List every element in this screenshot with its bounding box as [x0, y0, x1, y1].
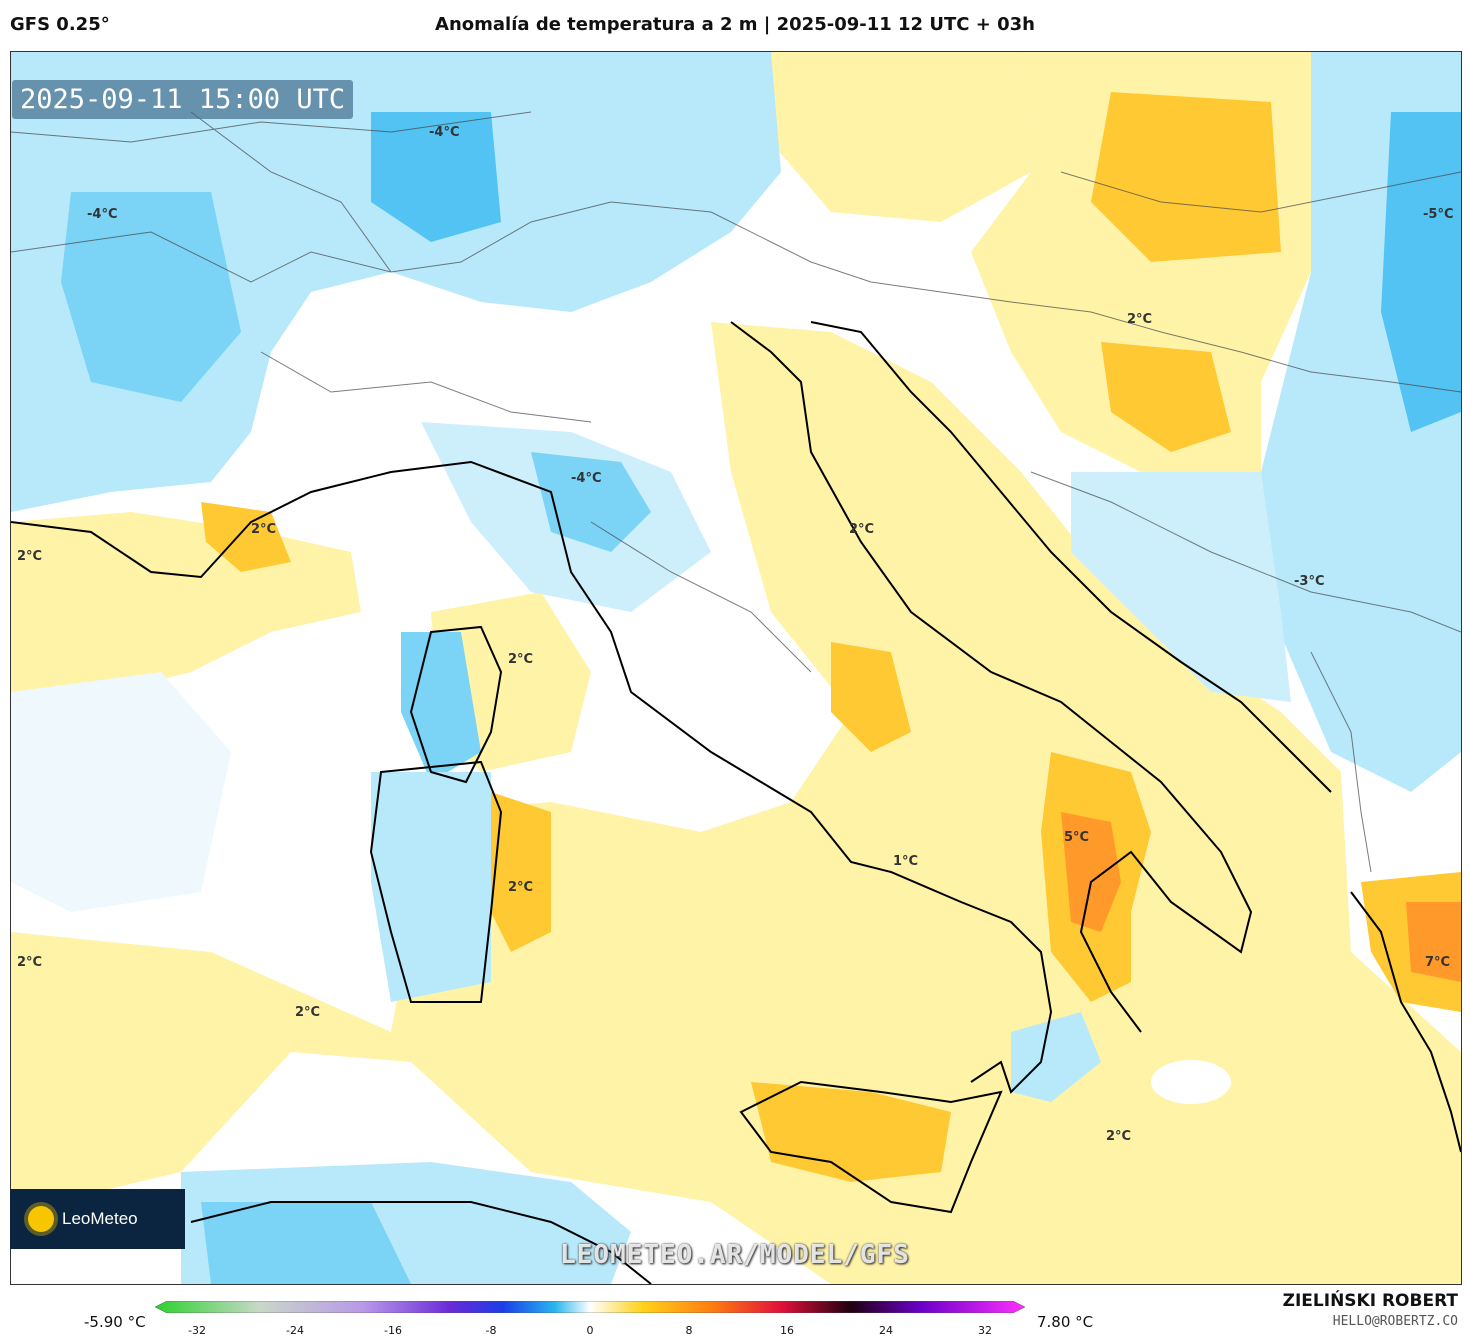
colorbar-tick: 24 [879, 1324, 893, 1337]
map-label: 7°C [1425, 955, 1450, 970]
map-label: 2°C [17, 955, 42, 970]
map-label: 2°C [17, 549, 42, 564]
border-lines [11, 111, 1461, 873]
map-title: Anomalía de temperatura a 2 m | 2025-09-… [435, 14, 1035, 35]
map-label: 1°C [893, 854, 918, 869]
colorbar-tick: 32 [978, 1324, 992, 1337]
sun-icon [28, 1206, 54, 1232]
map-label: 2°C [849, 522, 874, 537]
warm-anomaly-area [771, 52, 1031, 222]
cool-anomaly-deep [201, 1202, 411, 1284]
colorbar-tick: -24 [286, 1324, 304, 1337]
map-label: 2°C [1127, 312, 1152, 327]
map-label: 2°C [295, 1005, 320, 1020]
model-label: GFS 0.25° [10, 14, 110, 35]
map-label: -3°C [1294, 574, 1324, 589]
map-label: 2°C [508, 652, 533, 667]
colorbar-tick: -16 [384, 1324, 402, 1337]
author-email[interactable]: HELLO@ROBERTZ.CO [1332, 1314, 1458, 1329]
cool-anomaly-area [1011, 1012, 1101, 1102]
cool-anomaly-area [371, 772, 491, 1002]
colorbar-tick: 16 [780, 1324, 794, 1337]
map-label: 2°C [251, 522, 276, 537]
map-label: -4°C [571, 471, 601, 486]
map-label: 2°C [1106, 1129, 1131, 1144]
map-label: 5°C [1064, 830, 1089, 845]
cool-anomaly-area [11, 672, 231, 912]
cool-anomaly-deep [61, 192, 241, 402]
colorbar [155, 1301, 1025, 1313]
map-label: 2°C [508, 880, 533, 895]
map-label: -5°C [1423, 207, 1453, 222]
warm-anomaly-strong [1091, 92, 1281, 262]
coastline-lines [11, 321, 1461, 1284]
warm-anomaly-strong [1061, 812, 1121, 932]
warm-anomaly-area [11, 322, 1461, 1284]
cool-anomaly-area [1071, 472, 1291, 702]
warm-anomaly-strong [1406, 902, 1461, 982]
cool-anomaly-area [1151, 1060, 1231, 1104]
site-watermark: LEOMETEO.AR/MODEL/GFS [560, 1240, 910, 1270]
map-label: -4°C [87, 207, 117, 222]
cool-anomaly-deep [1381, 112, 1461, 432]
valid-time-badge: 2025-09-11 15:00 UTC [12, 80, 354, 119]
colorbar-tick: -8 [485, 1324, 497, 1337]
map-label: -4°C [429, 125, 459, 140]
colorbar-ticks: -32 -24 -16 -8 0 8 16 24 32 [155, 1324, 1025, 1340]
warm-anomaly-strong [831, 642, 911, 752]
warm-anomaly-strong [1101, 342, 1231, 452]
logo-text: LeoMeteo [62, 1209, 138, 1228]
cool-anomaly-area [11, 52, 781, 512]
legend-max-value: 7.80 °C [1037, 1313, 1094, 1331]
colorbar-tick: -32 [188, 1324, 206, 1337]
cool-anomaly-deep [371, 112, 501, 242]
colorbar-tick: 0 [586, 1324, 594, 1337]
author-name: ZIELIŃSKI ROBERT [1282, 1291, 1458, 1311]
map-area[interactable]: -4°C -4°C -4°C 2°C 2°C 2°C 2°C 2°C 2°C 2… [10, 51, 1462, 1285]
warm-anomaly-strong [201, 502, 291, 572]
cool-anomaly-deep [531, 452, 651, 552]
leometeo-logo[interactable]: LeoMeteo [10, 1189, 185, 1249]
map-svg: -4°C -4°C -4°C 2°C 2°C 2°C 2°C 2°C 2°C 2… [11, 52, 1461, 1284]
colorbar-tick: 8 [685, 1324, 693, 1337]
legend-min-value: -5.90 °C [84, 1313, 146, 1331]
